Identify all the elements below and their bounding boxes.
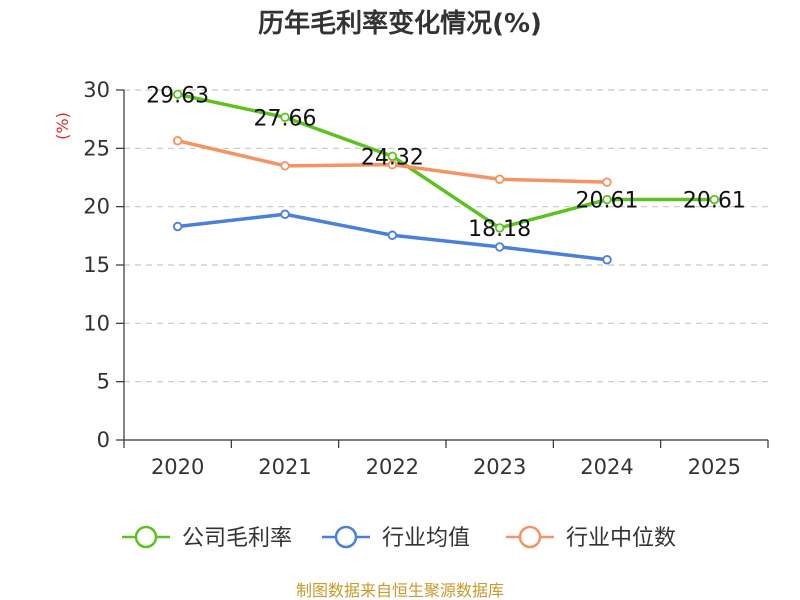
data-point [172, 221, 183, 232]
series-line-1 [177, 92, 715, 230]
chart-title: 历年毛利率变化情况(%) [258, 8, 542, 39]
y-tick-label: 20 [83, 195, 110, 219]
data-point [602, 255, 612, 265]
legend-marker [334, 525, 358, 549]
legend-marker [518, 525, 542, 549]
data-label: 18.18 [468, 217, 531, 242]
x-tick-label: 2020 [151, 455, 204, 479]
y-tick-label: 5 [97, 370, 110, 394]
source-note: 制图数据来自恒生聚源数据库 [296, 581, 504, 600]
x-tick-label: 2022 [366, 455, 419, 479]
data-label: 29.63 [146, 83, 209, 108]
data-label: 24.32 [361, 145, 424, 170]
data-point [387, 230, 398, 240]
y-tick-label: 15 [83, 253, 110, 277]
data-point [494, 242, 505, 252]
legend-label: 行业中位数 [566, 526, 676, 551]
y-tick-label: 30 [83, 78, 110, 102]
data-point [602, 177, 612, 187]
data-label: 20.61 [576, 189, 639, 214]
data-label: 20.61 [683, 189, 746, 214]
data-point [280, 161, 290, 171]
y-tick-label: 10 [83, 311, 110, 335]
data-point [602, 194, 612, 205]
data-point [172, 136, 183, 146]
data-label: 27.66 [254, 106, 317, 131]
data-point [709, 194, 720, 205]
legend-marker [134, 525, 158, 549]
data-point [494, 223, 505, 233]
data-point [494, 174, 505, 184]
x-tick-label: 2023 [473, 455, 526, 479]
x-tick-label: 2024 [580, 455, 633, 479]
data-point [172, 89, 183, 100]
y-tick-label: 0 [97, 428, 110, 452]
x-tick-label: 2021 [258, 455, 311, 479]
data-point [387, 159, 398, 170]
x-tick-label: 2025 [688, 455, 741, 479]
legend-label: 行业均值 [382, 526, 470, 551]
data-point [280, 209, 290, 219]
data-point [280, 112, 290, 122]
y-axis-unit: (%) [53, 112, 72, 140]
y-tick-label: 25 [83, 136, 110, 160]
legend-label: 公司毛利率 [182, 526, 292, 551]
